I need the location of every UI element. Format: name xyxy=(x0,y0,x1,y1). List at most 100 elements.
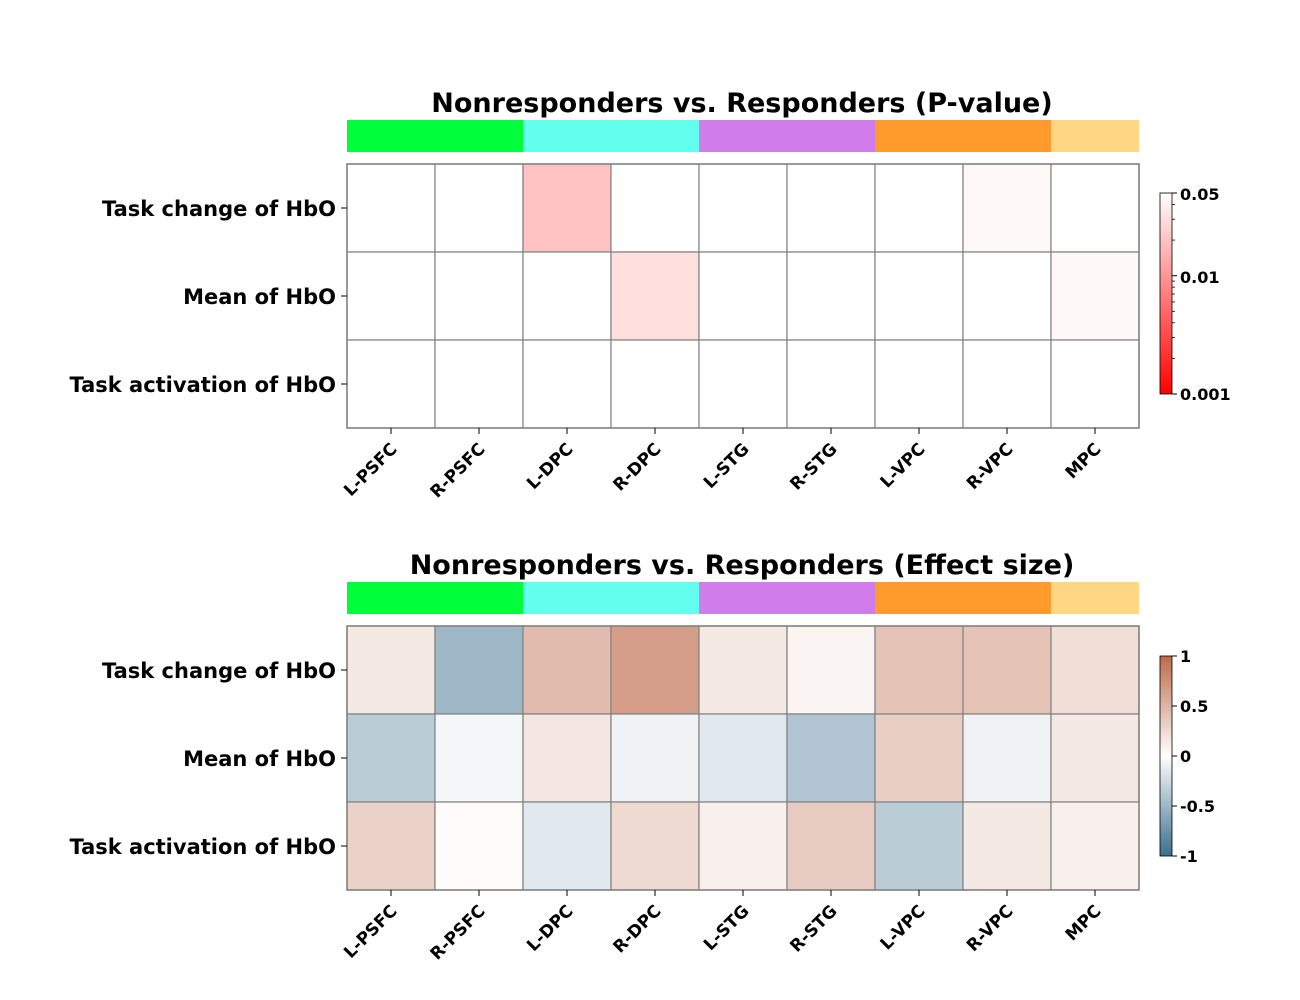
pvalue-region-group-segment xyxy=(699,120,875,152)
pvalue-column-label: L-DPC xyxy=(523,439,577,493)
pvalue-region-group-segment xyxy=(523,120,699,152)
effect-size-cell xyxy=(874,801,964,891)
effect-size-cell xyxy=(962,625,1052,715)
effect-size-cell xyxy=(786,625,876,715)
pvalue-cell xyxy=(874,339,964,429)
effect-size-colorbar-label: 0.5 xyxy=(1180,697,1208,716)
pvalue-cell xyxy=(434,339,524,429)
pvalue-column-label: R-STG xyxy=(786,439,841,494)
effect-size-cell xyxy=(698,713,788,803)
pvalue-cell xyxy=(698,339,788,429)
pvalue-cell xyxy=(346,251,436,341)
effect-size-region-group-bar xyxy=(347,582,1139,614)
pvalue-colorbar-label: 0.001 xyxy=(1180,385,1231,404)
effect-size-cell xyxy=(346,625,436,715)
effect-size-cell xyxy=(434,625,524,715)
effect-size-colorbar-label: 1 xyxy=(1180,647,1191,666)
pvalue-cell xyxy=(962,339,1052,429)
pvalue-column-label: R-VPC xyxy=(963,439,1017,493)
effect-size-title: Nonresponders vs. Responders (Effect siz… xyxy=(410,550,1075,581)
pvalue-cell xyxy=(522,163,612,253)
effect-size-colorbar-ticks xyxy=(1172,655,1177,857)
effect-size-colorbar: 1 0.5 0 -0.5 -1 xyxy=(1159,647,1215,866)
effect-size-column-labels: L-PSFC R-PSFC L-DPC R-DPC L-STG R-STG L-… xyxy=(340,901,1105,964)
pvalue-cells xyxy=(346,163,1140,429)
effect-size-cell xyxy=(522,713,612,803)
effect-size-cell xyxy=(610,713,700,803)
pvalue-cell xyxy=(610,339,700,429)
effect-size-cell xyxy=(1050,713,1140,803)
pvalue-region-group-bar xyxy=(347,120,1139,152)
pvalue-colorbar-label: 0.05 xyxy=(1180,185,1219,204)
pvalue-region-group-segment xyxy=(1051,120,1139,152)
pvalue-cell xyxy=(522,251,612,341)
effect-size-row-label: Task change of HbO xyxy=(102,659,336,683)
pvalue-cell xyxy=(434,251,524,341)
effect-size-cell xyxy=(874,625,964,715)
pvalue-colorbar-gradient xyxy=(1159,192,1173,395)
effect-size-column-label: L-VPC xyxy=(877,901,930,954)
effect-size-cell xyxy=(1050,801,1140,891)
effect-size-colorbar-label: -0.5 xyxy=(1180,797,1215,816)
pvalue-cell xyxy=(346,339,436,429)
pvalue-column-label: MPC xyxy=(1062,439,1106,483)
effect-size-region-group-segment xyxy=(875,582,1051,614)
effect-size-cell xyxy=(346,713,436,803)
pvalue-cell xyxy=(698,251,788,341)
pvalue-cell xyxy=(962,163,1052,253)
pvalue-region-group-segment xyxy=(875,120,1051,152)
effect-size-column-label: L-PSFC xyxy=(340,901,401,962)
pvalue-region-group-segment xyxy=(347,120,523,152)
pvalue-cell xyxy=(610,251,700,341)
effect-size-cell xyxy=(346,801,436,891)
pvalue-cell xyxy=(698,163,788,253)
pvalue-row-label: Task activation of HbO xyxy=(69,373,336,397)
effect-size-cell xyxy=(962,713,1052,803)
effect-size-column-label: R-PSFC xyxy=(427,901,490,964)
pvalue-cell xyxy=(786,163,876,253)
pvalue-cell xyxy=(962,251,1052,341)
pvalue-column-label: R-PSFC xyxy=(427,439,490,502)
effect-size-region-group-segment xyxy=(347,582,523,614)
effect-size-cell xyxy=(786,713,876,803)
effect-size-cell xyxy=(610,801,700,891)
pvalue-cell xyxy=(522,339,612,429)
pvalue-row-labels: Task change of HbO Mean of HbO Task acti… xyxy=(69,197,336,397)
pvalue-row-ticks xyxy=(341,207,347,385)
pvalue-cell xyxy=(874,163,964,253)
effect-size-cell xyxy=(962,801,1052,891)
effect-size-heatmap-panel: Nonresponders vs. Responders (Effect siz… xyxy=(69,550,1215,964)
effect-size-cell xyxy=(1050,625,1140,715)
pvalue-cell xyxy=(610,163,700,253)
effect-size-cell xyxy=(698,801,788,891)
pvalue-colorbar-label: 0.01 xyxy=(1180,268,1219,287)
effect-size-region-group-segment xyxy=(1051,582,1139,614)
effect-size-row-label: Task activation of HbO xyxy=(69,835,336,859)
effect-size-region-group-segment xyxy=(699,582,875,614)
pvalue-cell xyxy=(1050,163,1140,253)
pvalue-cell xyxy=(1050,251,1140,341)
effect-size-cell xyxy=(698,625,788,715)
effect-size-cell xyxy=(874,713,964,803)
pvalue-column-label: L-PSFC xyxy=(340,439,401,500)
effect-size-cell xyxy=(522,801,612,891)
pvalue-cell xyxy=(346,163,436,253)
effect-size-region-group-segment xyxy=(523,582,699,614)
effect-size-colorbar-label: 0 xyxy=(1180,747,1191,766)
pvalue-cell xyxy=(786,339,876,429)
effect-size-cell xyxy=(610,625,700,715)
pvalue-column-labels: L-PSFC R-PSFC L-DPC R-DPC L-STG R-STG L-… xyxy=(340,439,1105,502)
effect-size-column-label: L-STG xyxy=(700,901,754,955)
effect-size-cell xyxy=(434,713,524,803)
pvalue-title: Nonresponders vs. Responders (P-value) xyxy=(431,88,1052,119)
pvalue-column-ticks xyxy=(390,428,1096,434)
effect-size-colorbar-label: -1 xyxy=(1180,847,1198,866)
effect-size-row-ticks xyxy=(341,669,347,847)
pvalue-row-label: Task change of HbO xyxy=(102,197,336,221)
effect-size-cell xyxy=(522,625,612,715)
pvalue-colorbar-ticks xyxy=(1172,192,1177,395)
pvalue-cell xyxy=(874,251,964,341)
pvalue-row-label: Mean of HbO xyxy=(183,285,336,309)
effect-size-column-label: L-DPC xyxy=(523,901,577,955)
